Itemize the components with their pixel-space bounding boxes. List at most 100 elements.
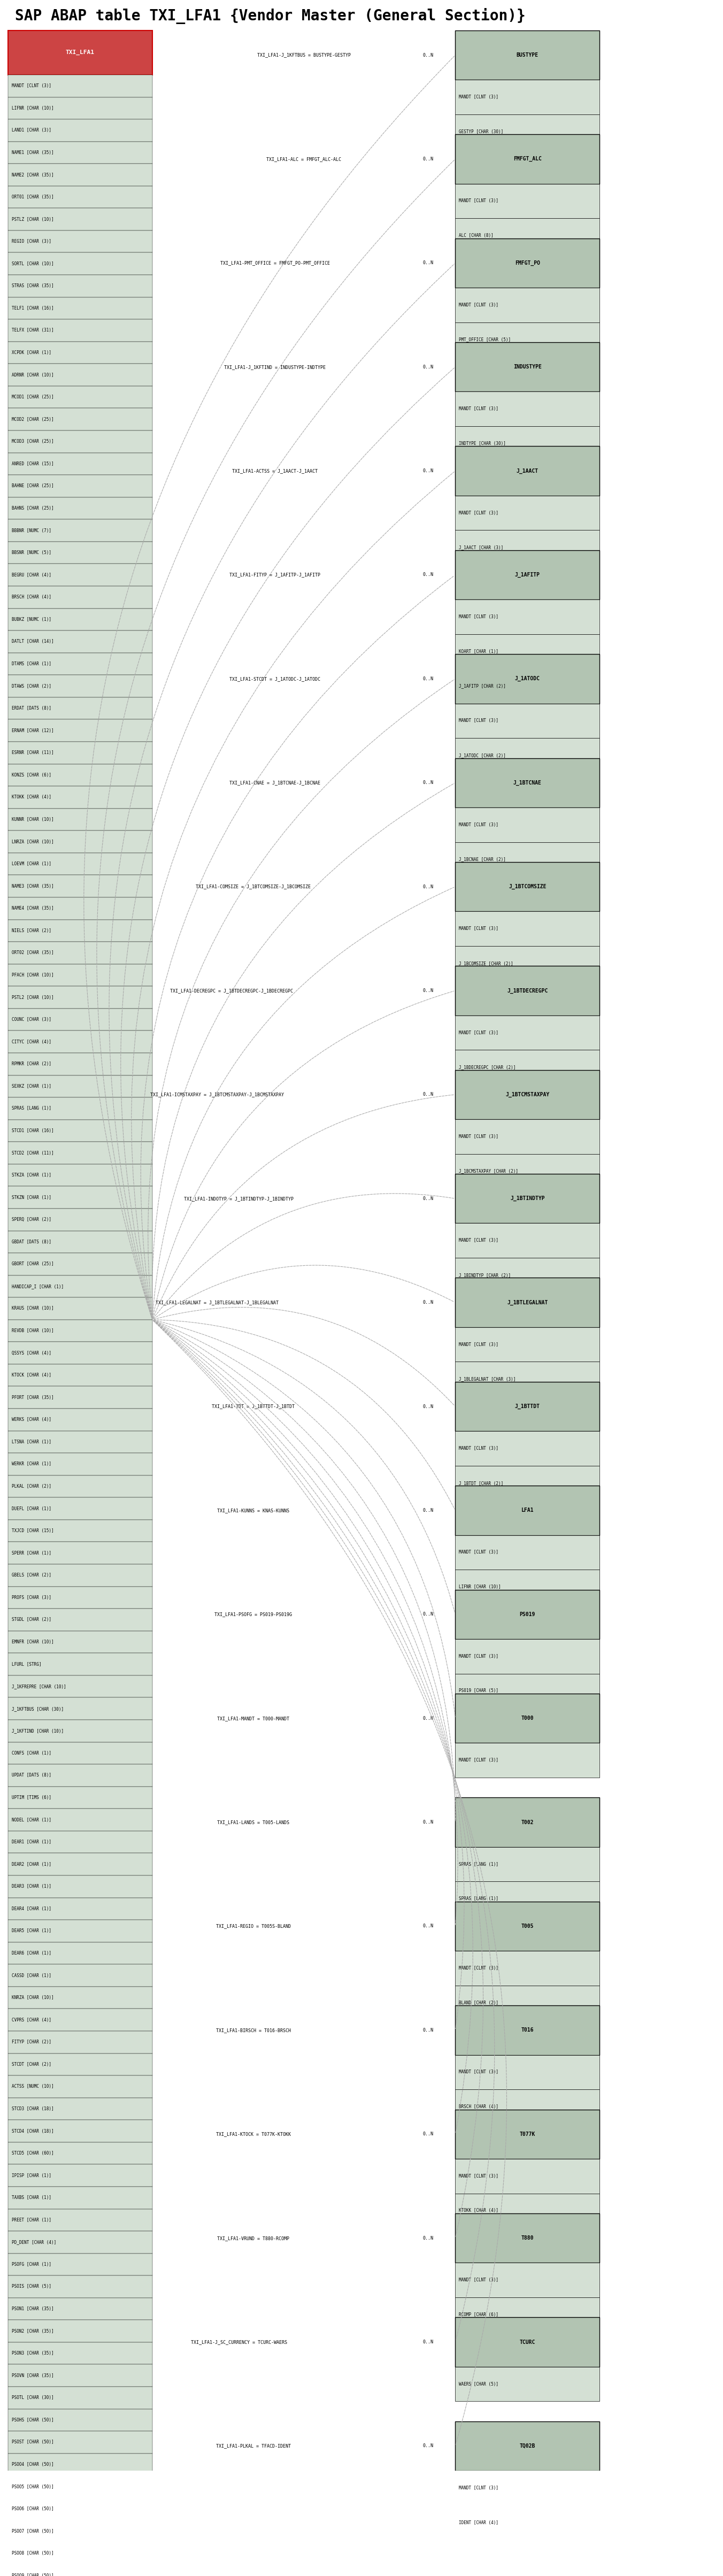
FancyBboxPatch shape [8, 1899, 153, 1919]
Text: TXI_LFA1-ALC = FMFGT_ALC-ALC: TXI_LFA1-ALC = FMFGT_ALC-ALC [266, 157, 341, 162]
Text: TXI_LFA1-PMT_OFFICE = FMFGT_PO-PMT_OFFICE: TXI_LFA1-PMT_OFFICE = FMFGT_PO-PMT_OFFIC… [220, 260, 330, 265]
Text: GBDAT [DATS (8)]: GBDAT [DATS (8)] [12, 1239, 51, 1244]
FancyBboxPatch shape [8, 987, 153, 1007]
FancyBboxPatch shape [8, 698, 153, 719]
FancyBboxPatch shape [455, 863, 599, 912]
Text: TXI_LFA1-MANDT = T000-MANDT: TXI_LFA1-MANDT = T000-MANDT [217, 1716, 289, 1721]
Text: DTAMS [CHAR (1)]: DTAMS [CHAR (1)] [12, 662, 51, 667]
FancyBboxPatch shape [455, 2192, 599, 2228]
Text: 0..N: 0..N [423, 1301, 434, 1306]
Text: MANDT [CLNT (3)]: MANDT [CLNT (3)] [459, 407, 498, 412]
Text: PSON3 [CHAR (35)]: PSON3 [CHAR (35)] [12, 2352, 54, 2357]
Text: STCD5 [CHAR (60)]: STCD5 [CHAR (60)] [12, 2151, 54, 2156]
FancyBboxPatch shape [455, 2298, 599, 2331]
FancyBboxPatch shape [8, 652, 153, 675]
FancyBboxPatch shape [455, 495, 599, 531]
FancyBboxPatch shape [455, 322, 599, 358]
FancyBboxPatch shape [455, 134, 599, 183]
Text: STCD1 [CHAR (16)]: STCD1 [CHAR (16)] [12, 1128, 54, 1133]
FancyBboxPatch shape [8, 2476, 153, 2499]
Text: TXI_LFA1-KUNNS = KNAS-KUNNS: TXI_LFA1-KUNNS = KNAS-KUNNS [217, 1507, 289, 1512]
FancyBboxPatch shape [8, 2076, 153, 2097]
FancyBboxPatch shape [8, 786, 153, 809]
Text: J_1AACT: J_1AACT [516, 469, 539, 474]
Text: MANDT [CLNT (3)]: MANDT [CLNT (3)] [459, 2174, 498, 2179]
FancyBboxPatch shape [455, 654, 599, 703]
FancyBboxPatch shape [455, 1950, 599, 1986]
Text: STCDT [CHAR (2)]: STCDT [CHAR (2)] [12, 2061, 51, 2066]
Text: EMNFR [CHAR (10)]: EMNFR [CHAR (10)] [12, 1638, 54, 1643]
Text: PLKAL [CHAR (2)]: PLKAL [CHAR (2)] [12, 1484, 51, 1489]
FancyBboxPatch shape [8, 1342, 153, 1365]
FancyBboxPatch shape [8, 1543, 153, 1564]
Text: PSOTL [CHAR (30)]: PSOTL [CHAR (30)] [12, 2396, 54, 2401]
Text: TXJCD [CHAR (15)]: TXJCD [CHAR (15)] [12, 1528, 54, 1533]
Text: J_1BTTDT: J_1BTTDT [515, 1404, 540, 1409]
FancyBboxPatch shape [8, 118, 153, 142]
FancyBboxPatch shape [8, 2275, 153, 2298]
Text: DEAR2 [CHAR (1)]: DEAR2 [CHAR (1)] [12, 1862, 51, 1868]
Text: TXI_LFA1-BIRSCH = T016-BRSCH: TXI_LFA1-BIRSCH = T016-BRSCH [216, 2027, 291, 2032]
Text: T005: T005 [521, 1924, 534, 1929]
FancyBboxPatch shape [455, 1880, 599, 1917]
Text: PSOO4 [CHAR (50)]: PSOO4 [CHAR (50)] [12, 2463, 54, 2468]
Text: CVPRS [CHAR (4)]: CVPRS [CHAR (4)] [12, 2017, 51, 2022]
Text: BBSNR [NUMC (5)]: BBSNR [NUMC (5)] [12, 551, 51, 556]
Text: KTOKK [CHAR (4)]: KTOKK [CHAR (4)] [459, 2208, 498, 2213]
Text: KTOKK [CHAR (4)]: KTOKK [CHAR (4)] [12, 796, 51, 799]
FancyBboxPatch shape [8, 1386, 153, 1409]
FancyBboxPatch shape [8, 1674, 153, 1698]
Text: MANDT [CLNT (3)]: MANDT [CLNT (3)] [459, 1133, 498, 1139]
Text: TXI_LFA1-PLKAL = TFACD-IDENT: TXI_LFA1-PLKAL = TFACD-IDENT [216, 2445, 291, 2447]
Text: J_1KFTIND [CHAR (10)]: J_1KFTIND [CHAR (10)] [12, 1728, 64, 1734]
Text: DEAR3 [CHAR (1)]: DEAR3 [CHAR (1)] [12, 1883, 51, 1888]
FancyBboxPatch shape [455, 219, 599, 252]
FancyBboxPatch shape [8, 276, 153, 296]
Text: TXI_LFA1-TDT = J_1BTTDT-J_1BTDT: TXI_LFA1-TDT = J_1BTTDT-J_1BTDT [212, 1404, 295, 1409]
FancyBboxPatch shape [455, 1154, 599, 1188]
FancyBboxPatch shape [455, 945, 599, 981]
Text: TXI_LFA1-KTOCK = T077K-KTOKK: TXI_LFA1-KTOCK = T077K-KTOKK [216, 2133, 291, 2136]
Text: J_1BTDECREGPC: J_1BTDECREGPC [507, 989, 548, 994]
FancyBboxPatch shape [8, 564, 153, 587]
FancyBboxPatch shape [8, 765, 153, 786]
FancyBboxPatch shape [8, 719, 153, 742]
FancyBboxPatch shape [455, 1901, 599, 1950]
FancyBboxPatch shape [455, 2367, 599, 2401]
Text: STRAS [CHAR (35)]: STRAS [CHAR (35)] [12, 283, 54, 289]
Text: SPRAS [LANG (1)]: SPRAS [LANG (1)] [459, 1896, 498, 1901]
FancyBboxPatch shape [8, 1741, 153, 1765]
Text: PSOIS [CHAR (5)]: PSOIS [CHAR (5)] [12, 2285, 51, 2290]
FancyBboxPatch shape [8, 2187, 153, 2208]
FancyBboxPatch shape [455, 1638, 599, 1674]
FancyBboxPatch shape [8, 1965, 153, 1986]
FancyBboxPatch shape [455, 80, 599, 113]
Text: PSOO8 [CHAR (50)]: PSOO8 [CHAR (50)] [12, 2550, 54, 2555]
Text: DEAR5 [CHAR (1)]: DEAR5 [CHAR (1)] [12, 1929, 51, 1935]
FancyBboxPatch shape [8, 2388, 153, 2409]
FancyBboxPatch shape [8, 608, 153, 631]
FancyBboxPatch shape [8, 185, 153, 209]
Text: J_1ATODC [CHAR (2)]: J_1ATODC [CHAR (2)] [459, 752, 506, 757]
Text: LIFNR [CHAR (10)]: LIFNR [CHAR (10)] [459, 1584, 501, 1589]
FancyBboxPatch shape [455, 1327, 599, 1363]
Text: J_1KFTBUS [CHAR (30)]: J_1KFTBUS [CHAR (30)] [12, 1705, 64, 1710]
Text: STGDL [CHAR (2)]: STGDL [CHAR (2)] [12, 1618, 51, 1623]
Text: NIELS [CHAR (2)]: NIELS [CHAR (2)] [12, 927, 51, 933]
FancyBboxPatch shape [455, 31, 599, 80]
Text: TXI_LFA1-REGIO = T005S-BLAND: TXI_LFA1-REGIO = T005S-BLAND [216, 1924, 291, 1929]
Text: ORT01 [CHAR (35)]: ORT01 [CHAR (35)] [12, 196, 54, 198]
FancyBboxPatch shape [455, 425, 599, 461]
FancyBboxPatch shape [8, 2120, 153, 2143]
Text: PSTLZ [CHAR (10)]: PSTLZ [CHAR (10)] [12, 216, 54, 222]
Text: CONFS [CHAR (1)]: CONFS [CHAR (1)] [12, 1752, 51, 1757]
Text: MANDT [CLNT (3)]: MANDT [CLNT (3)] [459, 1030, 498, 1036]
Text: INDTYPE [CHAR (30)]: INDTYPE [CHAR (30)] [459, 440, 506, 446]
Text: XCPDK [CHAR (1)]: XCPDK [CHAR (1)] [12, 350, 51, 355]
FancyBboxPatch shape [455, 2159, 599, 2192]
FancyBboxPatch shape [8, 1298, 153, 1319]
FancyBboxPatch shape [455, 2318, 599, 2367]
Text: KTOCK [CHAR (4)]: KTOCK [CHAR (4)] [12, 1373, 51, 1378]
Text: MANDT [CLNT (3)]: MANDT [CLNT (3)] [459, 1757, 498, 1762]
Text: PS019: PS019 [520, 1613, 535, 1618]
